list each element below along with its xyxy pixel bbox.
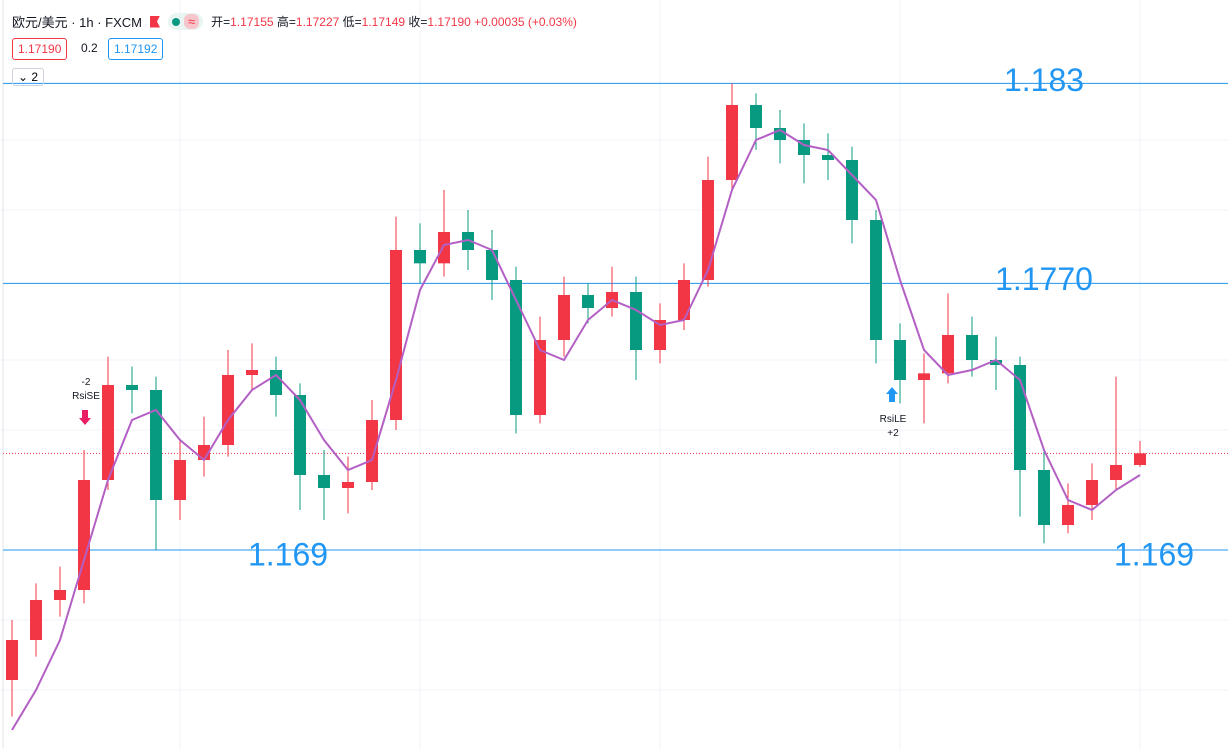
candle-body [702, 180, 714, 280]
candle-body [174, 460, 186, 500]
indicator-count: 2 [31, 70, 39, 84]
candle-body [750, 105, 762, 128]
candle-body [1134, 453, 1146, 465]
candle-body [6, 640, 18, 680]
level-label: 1.169 [1114, 536, 1194, 572]
level-label: 1.169 [248, 536, 328, 572]
flag[interactable] [150, 15, 161, 28]
candle-body [222, 375, 234, 445]
ohlc-label: 收= [408, 15, 428, 29]
change: +0.00035 (+0.03%) [474, 15, 577, 29]
candle-body [990, 360, 1002, 365]
candle-body [318, 475, 330, 488]
candle-body [270, 370, 282, 395]
candle-body [78, 480, 90, 590]
ohlc-label: 低= [342, 15, 362, 29]
candle-body [534, 340, 546, 415]
candle-body [102, 385, 114, 480]
candle-body [438, 232, 450, 264]
buy-arrow [886, 387, 898, 402]
symbol: 欧元/美元 · 1h · FXCM [12, 15, 143, 30]
ohlc-label: 开= [211, 15, 231, 29]
candle-body [1038, 470, 1050, 525]
ohlc-label: 高= [276, 15, 296, 29]
moving-average [11, 128, 1141, 731]
candle-body [966, 335, 978, 360]
candle-body [1110, 465, 1122, 480]
ohlc-value: 1.17190 [427, 15, 471, 29]
candle-body [678, 280, 690, 320]
candle-body [894, 340, 906, 380]
level-label: 1.1770 [995, 261, 1093, 297]
candle-body [510, 280, 522, 415]
ohlc-value: 1.17227 [295, 15, 340, 29]
candle-body [822, 155, 834, 160]
candle-body [366, 420, 378, 482]
candle-body [246, 370, 258, 375]
ask[interactable]: 1.17192 [108, 38, 164, 60]
sell-arrow [79, 410, 91, 425]
ohlc-value: 1.17149 [361, 15, 406, 29]
signal-label: RsiLE [880, 414, 907, 425]
candle-body [54, 590, 66, 600]
signal-label: RsiSE [72, 391, 100, 402]
status[interactable]: ≈ [168, 13, 204, 30]
candle-body [1062, 505, 1074, 525]
candle-body [126, 385, 138, 390]
candle-body [390, 250, 402, 420]
signal-qty: +2 [887, 428, 899, 439]
candle-body [582, 295, 594, 308]
candle-body [558, 295, 570, 340]
signal-qty: -2 [82, 377, 91, 388]
candle-body [630, 292, 642, 350]
indicator-toggle[interactable]: ⌄ 2 [12, 68, 45, 86]
candle-body [918, 373, 930, 380]
candle-body [942, 335, 954, 374]
spread: 0.2 [81, 41, 98, 55]
level-label: 1.183 [1004, 62, 1084, 98]
candle-body [1086, 480, 1098, 505]
candle-body [846, 160, 858, 220]
candle-body [654, 320, 666, 350]
candle-body [150, 390, 162, 500]
candle-body [342, 482, 354, 488]
ohlc: 开=1.17155 高=1.17227 低=1.17149 收=1.17190 … [211, 13, 577, 30]
candle-body [30, 600, 42, 640]
ohlc-value: 1.17155 [230, 15, 274, 29]
candle-body [486, 250, 498, 280]
bid[interactable]: 1.17190 [12, 38, 68, 60]
header: 欧元/美元 · 1h · FXCM ≈ 开=1.17155 高=1.17227 … [12, 12, 577, 31]
candle-body [414, 250, 426, 264]
candle-body [870, 220, 882, 340]
candle-body [726, 105, 738, 180]
candle-body [294, 395, 306, 475]
